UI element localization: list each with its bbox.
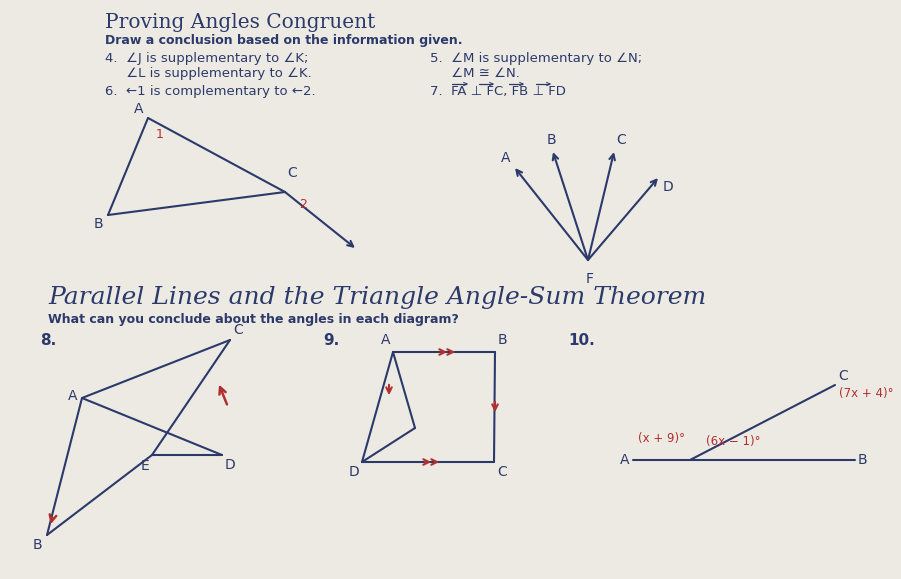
Text: C: C	[616, 133, 626, 147]
Text: B: B	[858, 453, 868, 467]
Text: 4.  ∠J is supplementary to ∠K;: 4. ∠J is supplementary to ∠K;	[105, 52, 308, 65]
Text: B: B	[94, 217, 103, 231]
Text: ∠M ≅ ∠N.: ∠M ≅ ∠N.	[430, 67, 520, 80]
Text: D: D	[225, 458, 236, 472]
Text: D: D	[349, 465, 359, 479]
Text: C: C	[233, 323, 242, 337]
Text: B: B	[498, 333, 507, 347]
Text: A: A	[500, 151, 510, 165]
Text: A: A	[68, 389, 77, 403]
Text: Parallel Lines and the Triangle Angle-Sum Theorem: Parallel Lines and the Triangle Angle-Su…	[48, 286, 706, 309]
Text: E: E	[141, 459, 149, 473]
Text: B: B	[32, 538, 42, 552]
Text: Proving Angles Congruent: Proving Angles Congruent	[105, 13, 376, 32]
Text: (6x − 1)°: (6x − 1)°	[706, 435, 760, 448]
Text: 7.  FA ⊥ FC, FB ⊥ FD: 7. FA ⊥ FC, FB ⊥ FD	[430, 85, 566, 98]
Text: F: F	[586, 272, 594, 286]
Text: 2: 2	[299, 198, 307, 211]
Text: 1: 1	[156, 128, 164, 141]
Text: 5.  ∠M is supplementary to ∠N;: 5. ∠M is supplementary to ∠N;	[430, 52, 642, 65]
Text: B: B	[546, 133, 556, 147]
Text: C: C	[287, 166, 296, 180]
Text: A: A	[620, 453, 629, 467]
Text: C: C	[838, 369, 848, 383]
Text: A: A	[380, 333, 390, 347]
Text: (x + 9)°: (x + 9)°	[638, 432, 685, 445]
Text: Draw a conclusion based on the information given.: Draw a conclusion based on the informati…	[105, 34, 462, 47]
Text: D: D	[663, 180, 674, 194]
Text: C: C	[497, 465, 506, 479]
Text: 10.: 10.	[568, 333, 595, 348]
Text: ∠L is supplementary to ∠K.: ∠L is supplementary to ∠K.	[105, 67, 312, 80]
Text: (7x + 4)°: (7x + 4)°	[839, 387, 894, 400]
Text: 6.  ←1 is complementary to ←2.: 6. ←1 is complementary to ←2.	[105, 85, 315, 98]
Text: A: A	[133, 102, 143, 116]
Text: 8.: 8.	[40, 333, 56, 348]
Text: What can you conclude about the angles in each diagram?: What can you conclude about the angles i…	[48, 313, 459, 326]
Text: 9.: 9.	[323, 333, 340, 348]
